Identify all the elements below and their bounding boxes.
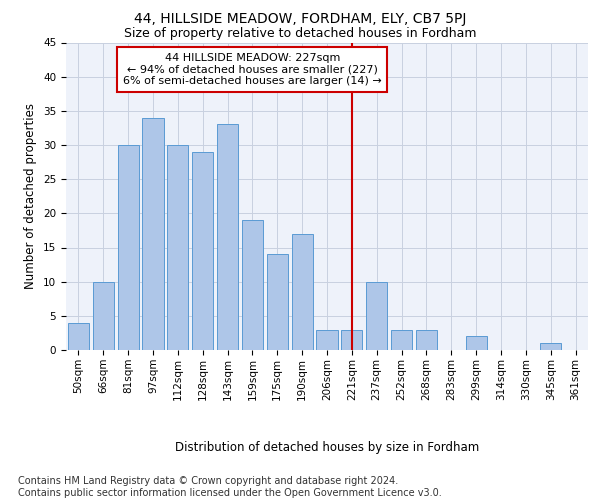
Text: 44, HILLSIDE MEADOW, FORDHAM, ELY, CB7 5PJ: 44, HILLSIDE MEADOW, FORDHAM, ELY, CB7 5… [134, 12, 466, 26]
Bar [242, 220, 263, 350]
Y-axis label: Number of detached properties: Number of detached properties [25, 104, 37, 289]
X-axis label: Distribution of detached houses by size in Fordham: Distribution of detached houses by size … [175, 442, 479, 454]
Bar [391, 330, 412, 350]
Bar [316, 330, 338, 350]
Bar [416, 330, 437, 350]
Bar [192, 152, 213, 350]
Bar [217, 124, 238, 350]
Bar [267, 254, 288, 350]
Bar [466, 336, 487, 350]
Text: 44 HILLSIDE MEADOW: 227sqm
← 94% of detached houses are smaller (227)
6% of semi: 44 HILLSIDE MEADOW: 227sqm ← 94% of deta… [123, 52, 382, 86]
Text: Contains HM Land Registry data © Crown copyright and database right 2024.
Contai: Contains HM Land Registry data © Crown c… [18, 476, 442, 498]
Bar [341, 330, 362, 350]
Bar [366, 282, 387, 350]
Bar [68, 322, 89, 350]
Bar [142, 118, 164, 350]
Bar [167, 145, 188, 350]
Text: Size of property relative to detached houses in Fordham: Size of property relative to detached ho… [124, 28, 476, 40]
Bar [540, 343, 561, 350]
Bar [292, 234, 313, 350]
Bar [118, 145, 139, 350]
Bar [93, 282, 114, 350]
